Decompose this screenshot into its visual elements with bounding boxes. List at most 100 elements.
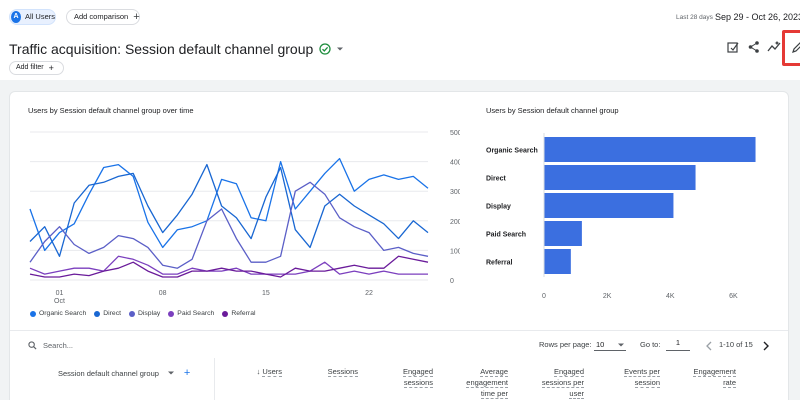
bar-category-label: Paid Search [486,232,526,239]
caret-down-icon [337,47,344,51]
legend-dot [222,310,229,317]
line-chart-title: Users by Session default channel group o… [28,106,194,115]
x-tick-label: 22 [365,290,373,297]
add-comparison-label: Add comparison [74,12,129,21]
bar-x-tick-label: 6K [729,293,738,300]
dimension-header-label: Session default channel group [58,368,159,378]
y-tick-label: 0 [450,278,454,285]
bar-chart-title: Users by Session default channel group [486,106,619,115]
customize-report-icon[interactable] [726,40,740,54]
column-header-line: Sessions [327,367,358,377]
series-line-direct[interactable] [29,163,429,257]
legend-label: Referral [231,310,256,317]
legend-item-referral[interactable]: Referral [222,310,256,317]
add-comparison-button[interactable]: Add comparison + [66,9,140,25]
column-header-engagement-rate[interactable]: Engagement rate [676,366,736,388]
caret-down-icon [167,371,174,375]
column-header-engaged-sessions[interactable]: Engaged sessions [378,366,433,388]
series-line-display[interactable] [29,181,429,269]
legend-label: Paid Search [177,310,215,317]
segment-label: All Users [24,12,55,21]
add-filter-button[interactable]: Add filter + [9,61,64,75]
y-tick-label: 300 [450,189,460,196]
x-tick-label: 08 [159,290,167,297]
table-search[interactable]: Search... [28,341,73,350]
bar-display[interactable] [544,193,674,218]
bar-paid-search[interactable] [544,221,582,246]
bar-x-tick-label: 4K [666,293,675,300]
series-line-organic-search[interactable] [29,157,429,252]
x-tick-label: 01 [56,290,64,297]
rows-per-page-value: 10 [596,340,605,349]
column-header-sessions[interactable]: Sessions [304,366,358,377]
series-line-referral[interactable] [29,255,429,278]
chevron-right-icon[interactable] [762,341,770,351]
share-icon[interactable] [747,40,761,54]
date-range-picker[interactable]: Sep 29 - Oct 26, 2023 [715,12,800,22]
search-input[interactable]: Search... [43,341,74,350]
rows-per-page-select[interactable]: 10 [594,338,626,351]
bar-x-tick-label: 2K [603,293,612,300]
legend-item-direct[interactable]: Direct [94,310,121,317]
legend-dot [168,310,175,317]
column-header-line: Users [262,367,282,377]
column-header-line: engagement [466,378,508,388]
check-circle-icon[interactable] [319,43,331,55]
plus-icon: + [133,11,140,23]
legend-dot [94,310,101,317]
y-tick-label: 200 [450,219,460,226]
chevron-left-icon[interactable] [705,341,713,351]
segment-avatar: A [11,11,21,23]
column-header-line: user [569,389,584,399]
bar-referral[interactable] [544,249,571,274]
y-tick-label: 500 [450,130,460,137]
column-header-line: sessions [403,378,433,388]
series-line-paid-search[interactable] [29,255,428,275]
column-header-avg-engagement-time[interactable]: Average engagement time per [448,366,508,399]
legend-item-display[interactable]: Display [128,310,161,317]
column-header-line: rate [723,378,736,388]
x-tick-sublabel: Oct [54,298,65,305]
line-chart-legend: Organic Search Direct Display Paid Searc… [30,310,264,317]
column-header-engaged-sessions-per-user[interactable]: Engaged sessions per user [524,366,584,399]
legend-dot [30,310,36,317]
bar-category-label: Organic Search [486,148,538,155]
legend-item-organic-search[interactable]: Organic Search [30,310,86,317]
column-header-line: time per [480,389,508,399]
column-header-line: session [634,378,660,388]
column-header-line: Engaged [553,367,584,377]
search-icon [28,341,37,350]
page-title: Traffic acquisition: Session default cha… [9,41,314,57]
column-header-line: Engaged [402,367,433,377]
column-header-line: Average [480,367,508,377]
bar-direct[interactable] [544,165,696,190]
edit-icon[interactable] [791,40,800,54]
highlight-box [782,30,800,66]
column-header-line: Events per [624,367,660,377]
legend-item-paid-search[interactable]: Paid Search [168,310,214,317]
segment-chip-all-users[interactable]: A All Users [9,9,56,25]
column-header-line: sessions per [541,378,584,388]
bar-chart: Organic Search Direct Display Paid Search Re… [486,133,756,300]
bar-category-label: Direct [486,176,507,183]
add-dimension-plus-icon[interactable]: + [183,367,191,379]
goto-label: Go to: [640,340,661,349]
legend-label: Display [137,310,161,317]
dimension-header[interactable]: Session default channel group + [58,367,190,379]
add-filter-label: Add filter [16,64,44,71]
section-divider [10,330,788,331]
date-range-prefix: Last 28 days [676,14,713,21]
legend-label: Organic Search [39,310,87,317]
goto-page-input[interactable]: 1 [666,338,690,351]
pagination-range: 1-10 of 15 [719,340,753,349]
column-header-users[interactable]: ↓ Users [244,366,282,377]
title-dropdown-button[interactable] [334,43,346,55]
plus-icon: + [48,63,54,73]
column-header-events-per-session[interactable]: Events per session [602,366,660,388]
column-header-line: Engagement [693,367,736,377]
insights-icon[interactable] [767,40,781,54]
bar-organic-search[interactable] [544,137,756,162]
column-separator [214,358,215,400]
rows-per-page-label: Rows per page: [539,340,592,349]
